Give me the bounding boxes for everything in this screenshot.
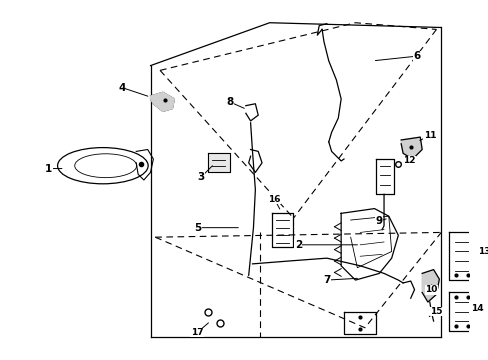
Text: 9: 9: [375, 216, 382, 226]
Polygon shape: [207, 153, 229, 172]
Text: 12: 12: [402, 157, 414, 166]
Text: 11: 11: [423, 131, 435, 140]
Text: 13: 13: [477, 247, 488, 256]
Text: 10: 10: [425, 285, 437, 294]
Text: 1: 1: [45, 163, 52, 174]
Polygon shape: [400, 137, 421, 159]
Text: 17: 17: [190, 328, 203, 337]
Polygon shape: [421, 270, 438, 302]
Text: 5: 5: [194, 222, 202, 233]
Text: 2: 2: [294, 240, 301, 250]
Text: 4: 4: [118, 82, 125, 93]
Text: 3: 3: [197, 172, 204, 182]
Text: 8: 8: [225, 97, 233, 107]
Text: 16: 16: [267, 194, 280, 203]
Text: 6: 6: [413, 51, 420, 61]
Text: 15: 15: [429, 307, 442, 316]
Text: 14: 14: [470, 304, 483, 313]
Polygon shape: [150, 92, 174, 111]
Text: 7: 7: [323, 275, 330, 285]
